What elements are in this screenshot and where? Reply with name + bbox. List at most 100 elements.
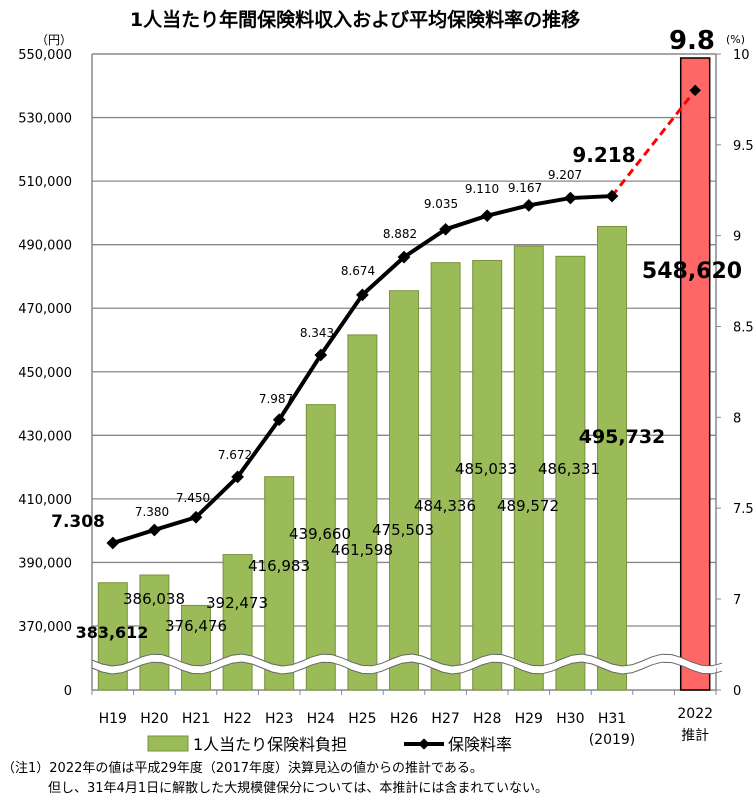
right-tick-label: 9.5 xyxy=(733,139,754,154)
right-tick-label: 7 xyxy=(733,593,741,608)
left-tick-label: 370,000 xyxy=(18,620,72,635)
right-axis-unit: (%) xyxy=(726,33,745,46)
bar-H31 xyxy=(597,225,627,691)
bar-H30 xyxy=(555,255,586,691)
x-sublabel-2022: 推計 xyxy=(681,728,709,744)
rate-estimate-line xyxy=(610,89,697,197)
left-tick-label: 390,000 xyxy=(18,556,72,571)
axis-break xyxy=(91,653,723,675)
right-tick-label: 7.5 xyxy=(733,502,754,517)
estimate-bar-value-label: 548,620 xyxy=(642,259,742,284)
x-axis: H19 H20 H21 H22 H23 H24 H25 H26 H27 H28 H29 H30 H31 (… xyxy=(91,690,717,748)
rate-value-label: 9.167 xyxy=(508,181,542,195)
left-axis: 0 370,000 390,000 410,000 430,000 450,000 470,… xyxy=(18,48,72,699)
left-tick-label: 510,000 xyxy=(18,175,72,190)
rate-value-label: 7.672 xyxy=(218,448,252,462)
note-1: （注1）2022年の値は平成29年度（2017年度）決算見込の値からの推計である… xyxy=(2,760,483,776)
bar-H26 xyxy=(389,290,419,691)
rate-value-label: 7.308 xyxy=(51,512,105,532)
rate-value-label: 8.882 xyxy=(383,227,417,241)
left-tick-label: 430,000 xyxy=(18,429,72,444)
rate-value-label: 9.110 xyxy=(465,182,499,196)
bar-H27 xyxy=(430,262,461,691)
bar-H21 xyxy=(181,604,211,691)
bar-value-label: 416,983 xyxy=(248,557,310,575)
x-label-H24: H24 xyxy=(307,711,335,727)
note-2: 但し、31年4月1日に解散した大規模健保分については、本推計には含まれていない。 xyxy=(48,780,548,796)
x-label-H21: H21 xyxy=(182,711,210,727)
bar-value-label: 484,336 xyxy=(414,497,476,515)
x-label-H25: H25 xyxy=(348,711,376,727)
bar-H23 xyxy=(264,476,295,691)
bar-H24 xyxy=(305,404,336,691)
bar-value-label: 392,473 xyxy=(206,594,268,612)
left-tick-label: 450,000 xyxy=(18,366,72,381)
x-label-H22: H22 xyxy=(223,711,251,727)
x-sublabel-H31: (2019) xyxy=(589,732,636,748)
x-label-H26: H26 xyxy=(390,711,418,727)
right-tick-label: 8.5 xyxy=(733,321,754,336)
left-tick-label: 0 xyxy=(64,684,72,699)
axis-break-line-bottom xyxy=(91,661,723,675)
x-label-H29: H29 xyxy=(515,711,543,727)
rate-value-label: 9.035 xyxy=(424,197,458,211)
rate-marker xyxy=(231,470,244,484)
right-tick-label: 9 xyxy=(733,230,741,245)
rate-marker xyxy=(106,536,120,550)
left-tick-label: 470,000 xyxy=(18,302,72,317)
bar-value-label: 461,598 xyxy=(331,541,393,559)
right-axis: 0 7 7.5 8 8.5 9 9.5 10 xyxy=(716,48,754,699)
left-tick-label: 550,000 xyxy=(18,48,72,63)
x-label-H20: H20 xyxy=(140,711,168,727)
left-axis-unit: （円） xyxy=(36,33,72,47)
chart-title: 1人当たり年間保険料収入および平均保険料率の推移 xyxy=(130,8,580,31)
bar-value-label: 386,038 xyxy=(123,590,185,608)
right-tick-label: 10 xyxy=(733,48,750,63)
legend-line-marker xyxy=(418,738,430,750)
left-tick-label: 410,000 xyxy=(18,493,72,508)
bar-value-label: 486,331 xyxy=(538,460,600,478)
x-label-H31: H31 xyxy=(598,711,626,727)
rate-value-label: 7.380 xyxy=(135,505,169,519)
bar-value-label: 376,476 xyxy=(165,617,227,635)
x-label-H27: H27 xyxy=(431,711,459,727)
rate-marker xyxy=(480,209,494,223)
bar-2022-estimate xyxy=(679,57,711,691)
x-label-H30: H30 xyxy=(556,711,584,727)
legend-bar-swatch xyxy=(147,735,189,752)
x-label-2022: 2022 xyxy=(677,706,713,722)
bar-value-label: 495,732 xyxy=(579,426,666,448)
axis-break-fill xyxy=(92,654,722,674)
legend: 1人当たり保険料負担 保険料率 xyxy=(147,735,512,754)
rate-marker xyxy=(314,348,328,362)
left-tick-label: 490,000 xyxy=(18,239,72,254)
bar-value-label: 475,503 xyxy=(372,521,434,539)
rate-value-label: 7.987 xyxy=(259,392,293,406)
rate-marker xyxy=(439,222,452,236)
bar-H29 xyxy=(513,245,544,691)
rate-value-label: 8.674 xyxy=(341,264,375,278)
legend-line-label: 保険料率 xyxy=(448,735,512,754)
rate-value-label: 8.343 xyxy=(300,326,334,340)
bar-value-label: 383,612 xyxy=(76,623,149,642)
rate-marker xyxy=(397,250,411,264)
data-labels: 383,612 386,038 376,476 392,473 416,983 439,6… xyxy=(51,26,742,642)
bar-H25 xyxy=(347,334,378,691)
x-label-H23: H23 xyxy=(265,711,293,727)
rate-marker xyxy=(148,523,161,537)
rate-marker xyxy=(564,191,577,205)
estimate-rate-label: 9.8 xyxy=(669,26,715,56)
rate-marker xyxy=(522,198,536,212)
legend-bar-label: 1人当たり保険料負担 xyxy=(193,735,347,754)
right-tick-label: 8 xyxy=(733,411,741,426)
right-tick-label: 0 xyxy=(733,684,741,699)
left-tick-label: 530,000 xyxy=(18,112,72,127)
rate-marker xyxy=(356,288,369,302)
bar-value-label: 439,660 xyxy=(289,525,351,543)
x-label-H28: H28 xyxy=(473,711,501,727)
rate-marker xyxy=(272,413,286,427)
rate-value-label: 9.207 xyxy=(548,168,582,182)
bar-H20 xyxy=(139,574,170,691)
bar-value-label: 485,033 xyxy=(455,460,517,478)
